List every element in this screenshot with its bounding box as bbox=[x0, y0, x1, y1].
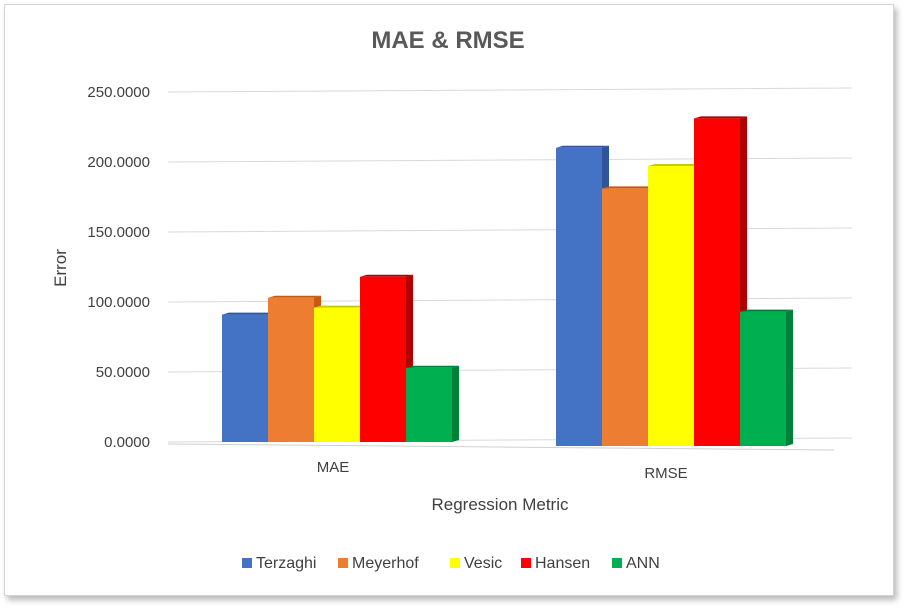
y-tick-label: 150.0000 bbox=[87, 224, 150, 241]
legend: Terzaghi Meyerhof Vesic Hansen ANN bbox=[242, 555, 660, 572]
x-category-label: RMSE bbox=[644, 465, 687, 482]
bar-vesic-rmse bbox=[648, 166, 694, 446]
x-axis-categories: MAE RMSE bbox=[317, 459, 688, 482]
legend-swatch bbox=[450, 558, 460, 568]
bar-hansen-mae bbox=[360, 276, 406, 442]
legend-label: Vesic bbox=[464, 555, 502, 572]
bar-top bbox=[556, 145, 609, 148]
x-category-label: MAE bbox=[317, 459, 350, 476]
bar-top bbox=[602, 186, 655, 189]
legend-swatch bbox=[521, 558, 531, 568]
bar-top bbox=[314, 305, 367, 308]
y-tick-label: 0.0000 bbox=[104, 434, 150, 451]
bar-ann-mae bbox=[406, 367, 452, 442]
floor-line bbox=[167, 443, 835, 451]
chart-title: MAE & RMSE bbox=[371, 27, 524, 54]
y-tick-label: 100.0000 bbox=[87, 294, 150, 311]
y-axis-ticks: 0.0000 50.0000 100.0000 150.0000 200.0000 250… bbox=[87, 84, 150, 451]
legend-label: Meyerhof bbox=[352, 555, 419, 572]
legend-label: ANN bbox=[626, 555, 660, 572]
bar-top bbox=[694, 116, 747, 119]
legend-swatch bbox=[612, 558, 622, 568]
bar-meyerhof-rmse bbox=[602, 188, 648, 446]
gridline bbox=[167, 87, 853, 93]
legend-label: Terzaghi bbox=[256, 555, 316, 572]
y-tick-label: 50.0000 bbox=[96, 364, 150, 381]
bar-top bbox=[222, 312, 275, 315]
bar-top bbox=[648, 164, 701, 166]
y-tick-label: 250.0000 bbox=[87, 84, 150, 101]
legend-swatch bbox=[242, 558, 252, 568]
bar-top bbox=[406, 365, 459, 368]
x-axis-label: Regression Metric bbox=[432, 495, 569, 514]
bar-ann-rmse bbox=[740, 311, 786, 446]
bar-top bbox=[740, 309, 793, 312]
bars bbox=[222, 116, 793, 447]
bar-side bbox=[452, 365, 459, 442]
bar-hansen-rmse bbox=[694, 118, 740, 447]
legend-swatch bbox=[338, 558, 348, 568]
bar-top bbox=[268, 295, 321, 298]
y-axis-label: Error bbox=[51, 249, 70, 287]
bar-meyerhof-mae bbox=[268, 297, 314, 442]
bar-terzaghi-rmse bbox=[556, 147, 602, 447]
bar-top bbox=[360, 274, 413, 277]
gridline bbox=[167, 227, 853, 233]
bar-terzaghi-mae bbox=[222, 314, 268, 442]
y-tick-label: 200.0000 bbox=[87, 154, 150, 171]
gridline bbox=[167, 157, 853, 163]
bar-side bbox=[786, 309, 793, 446]
legend-label: Hansen bbox=[535, 555, 590, 572]
bar-vesic-mae bbox=[314, 307, 360, 442]
